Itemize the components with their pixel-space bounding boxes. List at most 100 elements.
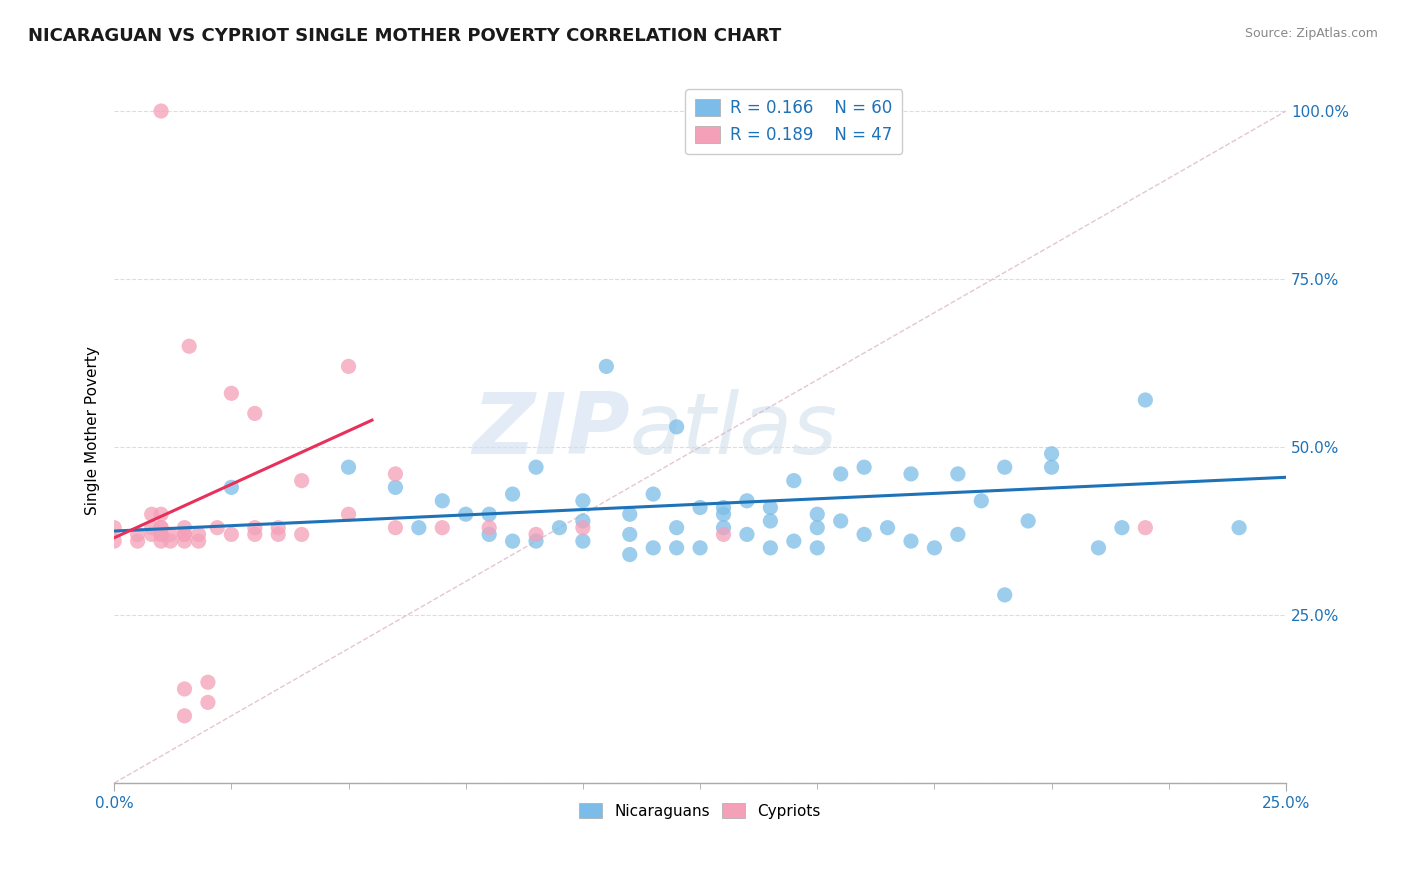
Point	[197, 675, 219, 690]
Point	[150, 521, 173, 535]
Point	[173, 527, 195, 541]
Point	[853, 460, 876, 475]
Point	[735, 493, 758, 508]
Point	[524, 534, 547, 549]
Point	[900, 467, 922, 481]
Point	[173, 521, 195, 535]
Point	[1135, 392, 1157, 407]
Point	[173, 527, 195, 541]
Point	[806, 521, 828, 535]
Point	[665, 521, 688, 535]
Point	[713, 521, 735, 535]
Text: Source: ZipAtlas.com: Source: ZipAtlas.com	[1244, 27, 1378, 40]
Point	[572, 521, 595, 535]
Point	[759, 500, 782, 515]
Point	[713, 500, 735, 515]
Point	[735, 527, 758, 541]
Point	[173, 681, 195, 696]
Point	[141, 527, 163, 541]
Point	[432, 493, 454, 508]
Point	[1040, 460, 1063, 475]
Point	[572, 493, 595, 508]
Point	[150, 534, 173, 549]
Point	[197, 695, 219, 709]
Point	[994, 460, 1017, 475]
Point	[291, 527, 314, 541]
Point	[572, 534, 595, 549]
Point	[179, 339, 201, 353]
Point	[432, 521, 454, 535]
Point	[243, 521, 266, 535]
Point	[267, 521, 290, 535]
Point	[1040, 447, 1063, 461]
Point	[384, 521, 406, 535]
Point	[806, 508, 828, 522]
Point	[267, 527, 290, 541]
Point	[478, 508, 501, 522]
Point	[595, 359, 617, 374]
Point	[619, 548, 641, 562]
Point	[643, 487, 665, 501]
Point	[619, 508, 641, 522]
Point	[783, 474, 806, 488]
Point	[150, 527, 173, 541]
Text: ZIP: ZIP	[472, 389, 630, 472]
Point	[221, 386, 243, 401]
Point	[713, 508, 735, 522]
Point	[337, 460, 360, 475]
Point	[384, 467, 406, 481]
Point	[876, 521, 898, 535]
Point	[1227, 521, 1250, 535]
Point	[548, 521, 571, 535]
Point	[713, 527, 735, 541]
Point	[572, 514, 595, 528]
Point	[853, 527, 876, 541]
Point	[150, 103, 173, 118]
Y-axis label: Single Mother Poverty: Single Mother Poverty	[86, 346, 100, 515]
Point	[643, 541, 665, 555]
Point	[408, 521, 430, 535]
Point	[665, 541, 688, 555]
Point	[478, 521, 501, 535]
Point	[127, 534, 149, 549]
Point	[454, 508, 477, 522]
Point	[478, 527, 501, 541]
Point	[689, 541, 711, 555]
Point	[141, 508, 163, 522]
Point	[689, 500, 711, 515]
Point	[759, 541, 782, 555]
Point	[159, 534, 181, 549]
Point	[619, 527, 641, 541]
Point	[970, 493, 993, 508]
Point	[103, 534, 125, 549]
Point	[1111, 521, 1133, 535]
Point	[150, 527, 173, 541]
Point	[783, 534, 806, 549]
Point	[187, 527, 209, 541]
Point	[221, 480, 243, 494]
Point	[524, 460, 547, 475]
Point	[337, 508, 360, 522]
Point	[1087, 541, 1109, 555]
Point	[243, 406, 266, 420]
Point	[759, 514, 782, 528]
Point	[900, 534, 922, 549]
Legend: Nicaraguans, Cypriots: Nicaraguans, Cypriots	[574, 797, 827, 825]
Point	[187, 534, 209, 549]
Point	[1135, 521, 1157, 535]
Point	[173, 534, 195, 549]
Point	[159, 527, 181, 541]
Point	[337, 359, 360, 374]
Point	[665, 420, 688, 434]
Point	[141, 521, 163, 535]
Text: atlas: atlas	[630, 389, 838, 472]
Point	[502, 534, 524, 549]
Point	[994, 588, 1017, 602]
Point	[173, 709, 195, 723]
Point	[221, 527, 243, 541]
Point	[127, 527, 149, 541]
Point	[946, 467, 969, 481]
Point	[384, 480, 406, 494]
Point	[502, 487, 524, 501]
Point	[150, 521, 173, 535]
